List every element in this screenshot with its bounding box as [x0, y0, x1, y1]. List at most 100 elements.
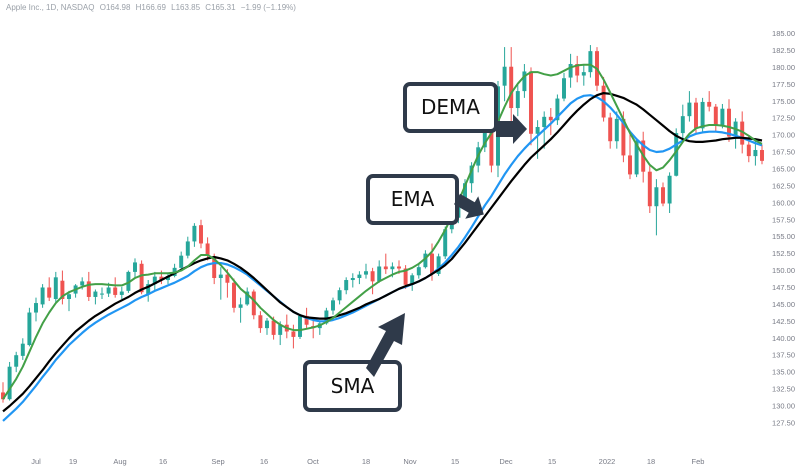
candle-body: [258, 315, 263, 329]
candle: [548, 108, 553, 136]
symbol-label: Apple Inc., 1D, NASDAQ: [6, 3, 95, 12]
candle: [53, 271, 58, 304]
candle-body: [628, 155, 632, 175]
candle-body: [14, 355, 19, 367]
candle-body: [60, 280, 65, 299]
dema-arrow-icon: [496, 114, 527, 144]
candle: [575, 55, 580, 83]
candle: [258, 311, 263, 333]
candle: [238, 297, 243, 323]
candle-body: [727, 108, 731, 137]
date-tick-label: 16: [159, 457, 167, 466]
date-tick-label: Jul: [31, 457, 41, 466]
candle: [713, 103, 718, 132]
candle: [687, 91, 692, 122]
price-tick-label: 162.50: [772, 181, 795, 190]
candle: [608, 112, 613, 149]
candle-body: [278, 324, 283, 335]
date-tick-label: Aug: [113, 457, 126, 466]
price-tick-label: 185.00: [772, 29, 795, 38]
candle-body: [126, 271, 131, 291]
moving-averages-layer: [2, 63, 763, 422]
candle: [515, 84, 520, 117]
candle-body: [80, 281, 85, 286]
candle: [40, 284, 45, 308]
candle-body: [344, 280, 349, 291]
ema-callout: EMA: [366, 174, 484, 225]
sma-callout-box: [303, 360, 402, 412]
candle-body: [67, 294, 71, 299]
candle: [377, 260, 382, 283]
candle-body: [760, 150, 764, 161]
candle-body: [251, 291, 256, 316]
candle-body: [614, 118, 619, 142]
candle: [760, 144, 764, 165]
candle: [502, 47, 507, 102]
date-tick-label: 2022: [599, 457, 616, 466]
candle: [331, 297, 335, 315]
candle: [647, 165, 652, 213]
price-tick-label: 180.00: [772, 63, 795, 72]
candle-body: [535, 126, 540, 134]
candle: [27, 307, 32, 347]
price-tick-label: 170.00: [772, 131, 795, 140]
candle-body: [740, 121, 745, 145]
candle-body: [34, 303, 38, 313]
candle-body: [680, 116, 685, 134]
price-tick-label: 155.00: [772, 232, 795, 241]
date-tick-label: Feb: [692, 457, 705, 466]
price-tick-label: 150.00: [772, 266, 795, 275]
candle: [245, 287, 250, 306]
candle-body: [707, 101, 712, 107]
candle: [86, 271, 91, 302]
candle: [67, 290, 71, 312]
price-axis[interactable]: 127.50 130.00 132.50 135.00 137.50 140.00 142.…: [772, 29, 795, 427]
candle: [133, 258, 137, 279]
price-tick-label: 137.50: [772, 351, 795, 360]
candle-body: [218, 274, 223, 278]
candle: [60, 270, 65, 305]
candle: [364, 263, 368, 279]
price-tick-label: 177.50: [772, 80, 795, 89]
candle-body: [562, 78, 566, 99]
candle: [291, 324, 296, 349]
candle-body: [271, 320, 276, 335]
candle-body: [608, 117, 613, 142]
candle-body: [377, 266, 382, 282]
candle-body: [403, 268, 408, 285]
candle-body: [304, 315, 309, 325]
candle: [661, 182, 665, 207]
candle: [562, 72, 566, 102]
candle-body: [192, 225, 197, 242]
candle-body: [350, 278, 355, 281]
candle: [172, 263, 177, 278]
candle-body: [575, 64, 580, 76]
candle: [383, 253, 388, 274]
ema-arrow-icon: [454, 193, 484, 219]
candle: [14, 351, 19, 373]
candle-body: [383, 266, 388, 270]
sma-line: [2, 91, 763, 413]
price-tick-label: 145.00: [772, 300, 795, 309]
candle-body: [634, 140, 639, 175]
candle-body: [443, 229, 448, 257]
candle-body: [179, 255, 184, 268]
candle: [337, 287, 342, 305]
candle: [350, 273, 355, 288]
candle: [93, 289, 98, 305]
price-tick-label: 147.50: [772, 283, 795, 292]
candle-body: [298, 315, 302, 337]
candle-body: [509, 66, 514, 109]
candle-body: [667, 175, 672, 204]
candle-body: [40, 287, 45, 305]
price-tick-label: 165.00: [772, 164, 795, 173]
candle-body: [469, 165, 474, 184]
price-tick-label: 157.50: [772, 215, 795, 224]
candle: [568, 53, 573, 88]
time-axis[interactable]: Jul 19 Aug 16 Sep 16 Oct 18 Nov 15 Dec 15 2022 18 Feb: [31, 457, 704, 466]
candle: [113, 277, 118, 298]
date-tick-label: 15: [548, 457, 556, 466]
candle: [100, 287, 104, 299]
change-value: −1.99 (−1.19%): [240, 3, 296, 12]
